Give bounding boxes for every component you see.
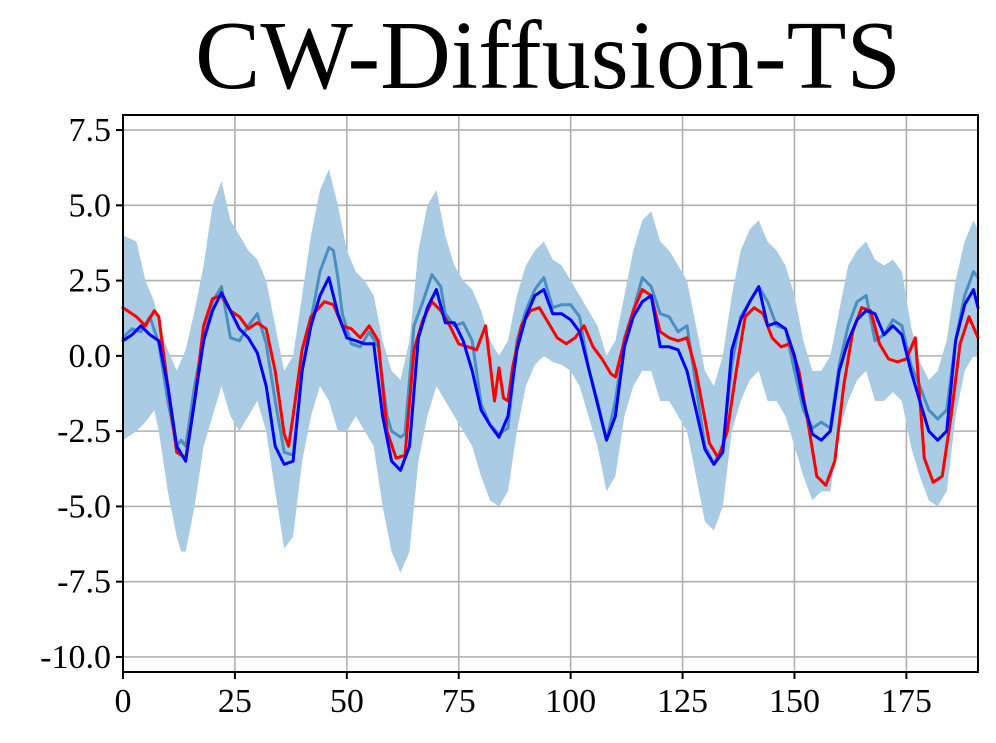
y-tick-label: 0.0 <box>69 338 112 375</box>
x-axis-ticks: 0 25 50 75 100 125 150 175 <box>115 672 932 720</box>
axes <box>122 114 979 673</box>
x-tick-label: 125 <box>657 683 708 720</box>
chart-title: CW-Diffusion-TS <box>195 2 901 110</box>
y-tick-label: 7.5 <box>69 112 112 149</box>
x-tick-label: 175 <box>881 683 932 720</box>
uncertainty-band-layer <box>123 169 978 573</box>
y-tick-label: -7.5 <box>57 564 111 601</box>
y-tick-label: -5.0 <box>57 488 111 525</box>
y-tick-label: -2.5 <box>57 413 111 450</box>
x-tick-label: 25 <box>218 683 252 720</box>
y-tick-label: 5.0 <box>69 187 112 224</box>
y-tick-label: -10.0 <box>40 639 111 676</box>
uncertainty-band <box>123 169 978 573</box>
series-layer <box>121 246 980 487</box>
x-tick-label: 50 <box>330 683 364 720</box>
series-line-observed <box>121 288 980 487</box>
y-axis-ticks: 7.5 5.0 2.5 0.0 -2.5 -5.0 -7.5 -10.0 <box>40 112 123 676</box>
x-tick-label: 100 <box>545 683 596 720</box>
x-tick-label: 150 <box>769 683 820 720</box>
x-tick-label: 75 <box>442 683 476 720</box>
plot-frame <box>122 114 979 673</box>
series-line-prediction <box>121 276 980 472</box>
x-tick-label: 0 <box>115 683 132 720</box>
y-tick-label: 2.5 <box>69 263 112 300</box>
